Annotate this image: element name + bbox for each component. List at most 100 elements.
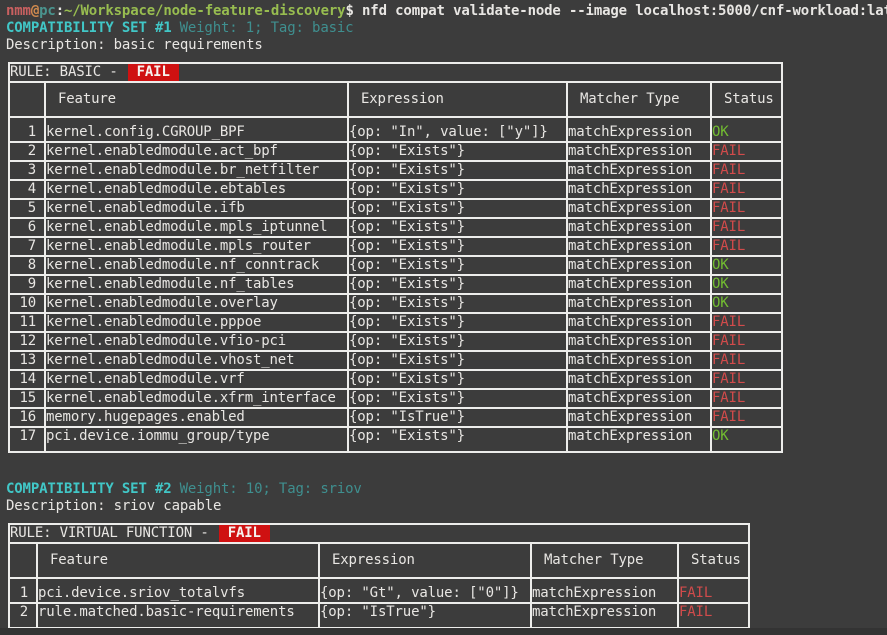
- table-row: 15 kernel.enabledmodule.xfrm_interface {op…: [8, 388, 783, 409]
- expression-cell: {op: "Exists"}: [347, 255, 568, 276]
- row-number: 1: [8, 577, 38, 604]
- col-header-expression: Expression: [347, 81, 568, 118]
- prompt-symbol: $: [345, 3, 363, 19]
- matcher-type-cell: matchExpression: [566, 312, 712, 333]
- status-cell: OK: [710, 116, 783, 143]
- feature-cell: kernel.enabledmodule.nf_tables: [44, 274, 349, 295]
- matcher-type-cell: matchExpression: [566, 350, 712, 371]
- table-row: 6 kernel.enabledmodule.mpls_iptunnel {op: …: [8, 217, 783, 238]
- col-header-status: Status: [677, 542, 750, 579]
- col-header-feature: Feature: [44, 81, 349, 118]
- matcher-type-cell: matchExpression: [566, 426, 712, 453]
- set-meta: Weight: 10; Tag: sriov: [179, 481, 362, 497]
- matcher-type-cell: matchExpression: [566, 388, 712, 409]
- col-header-num: [8, 542, 38, 579]
- row-number: 13: [8, 350, 46, 371]
- table-row: 3 kernel.enabledmodule.br_netfilter {op: "…: [8, 160, 783, 181]
- matcher-type-cell: matchExpression: [566, 116, 712, 143]
- set-heading: COMPATIBILITY SET #2 Weight: 10; Tag: sri…: [6, 481, 887, 498]
- expression-cell: {op: "Exists"}: [347, 236, 568, 257]
- status-cell: FAIL: [710, 312, 783, 333]
- compatibility-set-2: COMPATIBILITY SET #2 Weight: 10; Tag: sri…: [6, 481, 887, 629]
- set-meta: Weight: 1; Tag: basic: [179, 20, 354, 36]
- expression-cell: {op: "Exists"}: [347, 388, 568, 409]
- rule-table-body: 1 pci.device.sriov_totalvfs {op: "Gt", val…: [8, 577, 750, 629]
- row-number: 2: [8, 602, 38, 629]
- expression-cell: {op: "Exists"}: [347, 426, 568, 453]
- set-description: Description: sriov capable: [6, 498, 222, 514]
- feature-cell: kernel.enabledmodule.vhost_net: [44, 350, 349, 371]
- table-row: 5 kernel.enabledmodule.ifb {op: "Exists"} m…: [8, 198, 783, 219]
- matcher-type-cell: matchExpression: [566, 274, 712, 295]
- status-cell: FAIL: [710, 388, 783, 409]
- status-cell: OK: [710, 426, 783, 453]
- row-number: 4: [8, 179, 46, 200]
- feature-cell: kernel.enabledmodule.act_bpf: [44, 141, 349, 162]
- expression-cell: {op: "Exists"}: [347, 160, 568, 181]
- matcher-type-cell: matchExpression: [566, 198, 712, 219]
- rule-table-basic: RULE: BASIC - FAIL Feature Expression Mat…: [8, 62, 783, 453]
- column-header-row: Feature Expression Matcher Type Status: [8, 542, 750, 579]
- matcher-type-cell: matchExpression: [566, 293, 712, 314]
- prompt-path: ~/Workspace/node-feature-discovery: [63, 3, 346, 19]
- matcher-type-cell: matchExpression: [566, 179, 712, 200]
- set-description: Description: basic requirements: [6, 37, 263, 53]
- compatibility-set-1: COMPATIBILITY SET #1 Weight: 1; Tag: basi…: [6, 20, 887, 453]
- prompt-separator: :: [55, 3, 64, 19]
- rule-label: RULE: VIRTUAL FUNCTION -: [10, 525, 209, 541]
- expression-cell: {op: "Exists"}: [347, 312, 568, 333]
- status-cell: FAIL: [710, 141, 783, 162]
- command-prompt-line: nmm@pc:~/Workspace/node-feature-discover…: [6, 3, 887, 20]
- expression-cell: {op: "Exists"}: [347, 331, 568, 352]
- rule-table-body: 1 kernel.config.CGROUP_BPF {op: "In", valu…: [8, 116, 783, 453]
- row-number: 9: [8, 274, 46, 295]
- table-row: 2 rule.matched.basic-requirements {op: "Is…: [8, 602, 750, 629]
- feature-cell: kernel.enabledmodule.br_netfilter: [44, 160, 349, 181]
- window-bottom-edge: [0, 628, 887, 635]
- col-header-feature: Feature: [36, 542, 320, 579]
- feature-cell: kernel.enabledmodule.xfrm_interface: [44, 388, 349, 409]
- status-cell: FAIL: [710, 217, 783, 238]
- matcher-type-cell: matchExpression: [566, 141, 712, 162]
- expression-cell: {op: "Exists"}: [347, 217, 568, 238]
- row-number: 14: [8, 369, 46, 390]
- expression-cell: {op: "Exists"}: [347, 274, 568, 295]
- expression-cell: {op: "Exists"}: [347, 179, 568, 200]
- table-row: 13 kernel.enabledmodule.vhost_net {op: "Ex…: [8, 350, 783, 371]
- row-number: 10: [8, 293, 46, 314]
- row-number: 12: [8, 331, 46, 352]
- row-number: 6: [8, 217, 46, 238]
- row-number: 1: [8, 116, 46, 143]
- row-number: 7: [8, 236, 46, 257]
- status-cell: FAIL: [710, 350, 783, 371]
- status-cell: FAIL: [710, 179, 783, 200]
- table-row: 11 kernel.enabledmodule.pppoe {op: "Exists…: [8, 312, 783, 333]
- feature-cell: pci.device.iommu_group/type: [44, 426, 349, 453]
- feature-cell: kernel.config.CGROUP_BPF: [44, 116, 349, 143]
- rule-title-row: RULE: BASIC - FAIL: [8, 62, 783, 83]
- expression-cell: {op: "In", value: ["y"]}: [347, 116, 568, 143]
- table-row: 9 kernel.enabledmodule.nf_tables {op: "Exi…: [8, 274, 783, 295]
- row-number: 2: [8, 141, 46, 162]
- status-cell: FAIL: [710, 369, 783, 390]
- table-row: 1 pci.device.sriov_totalvfs {op: "Gt", val…: [8, 577, 750, 604]
- status-cell: FAIL: [677, 602, 750, 629]
- status-cell: OK: [710, 255, 783, 276]
- col-header-matcher: Matcher Type: [566, 81, 712, 118]
- row-number: 3: [8, 160, 46, 181]
- row-number: 11: [8, 312, 46, 333]
- expression-cell: {op: "Gt", value: ["0"]}: [318, 577, 532, 604]
- set-heading: COMPATIBILITY SET #1 Weight: 1; Tag: basi…: [6, 20, 887, 37]
- feature-cell: memory.hugepages.enabled: [44, 407, 349, 428]
- col-header-status: Status: [710, 81, 783, 118]
- feature-cell: kernel.enabledmodule.nf_conntrack: [44, 255, 349, 276]
- prompt-at-symbol: @: [30, 3, 40, 19]
- feature-cell: kernel.enabledmodule.overlay: [44, 293, 349, 314]
- status-cell: FAIL: [710, 160, 783, 181]
- expression-cell: {op: "Exists"}: [347, 141, 568, 162]
- status-cell: OK: [710, 293, 783, 314]
- table-row: 7 kernel.enabledmodule.mpls_router {op: "E…: [8, 236, 783, 257]
- rule-status-badge: FAIL: [218, 526, 270, 541]
- command-text: nfd compat validate-node --image localho…: [362, 3, 887, 19]
